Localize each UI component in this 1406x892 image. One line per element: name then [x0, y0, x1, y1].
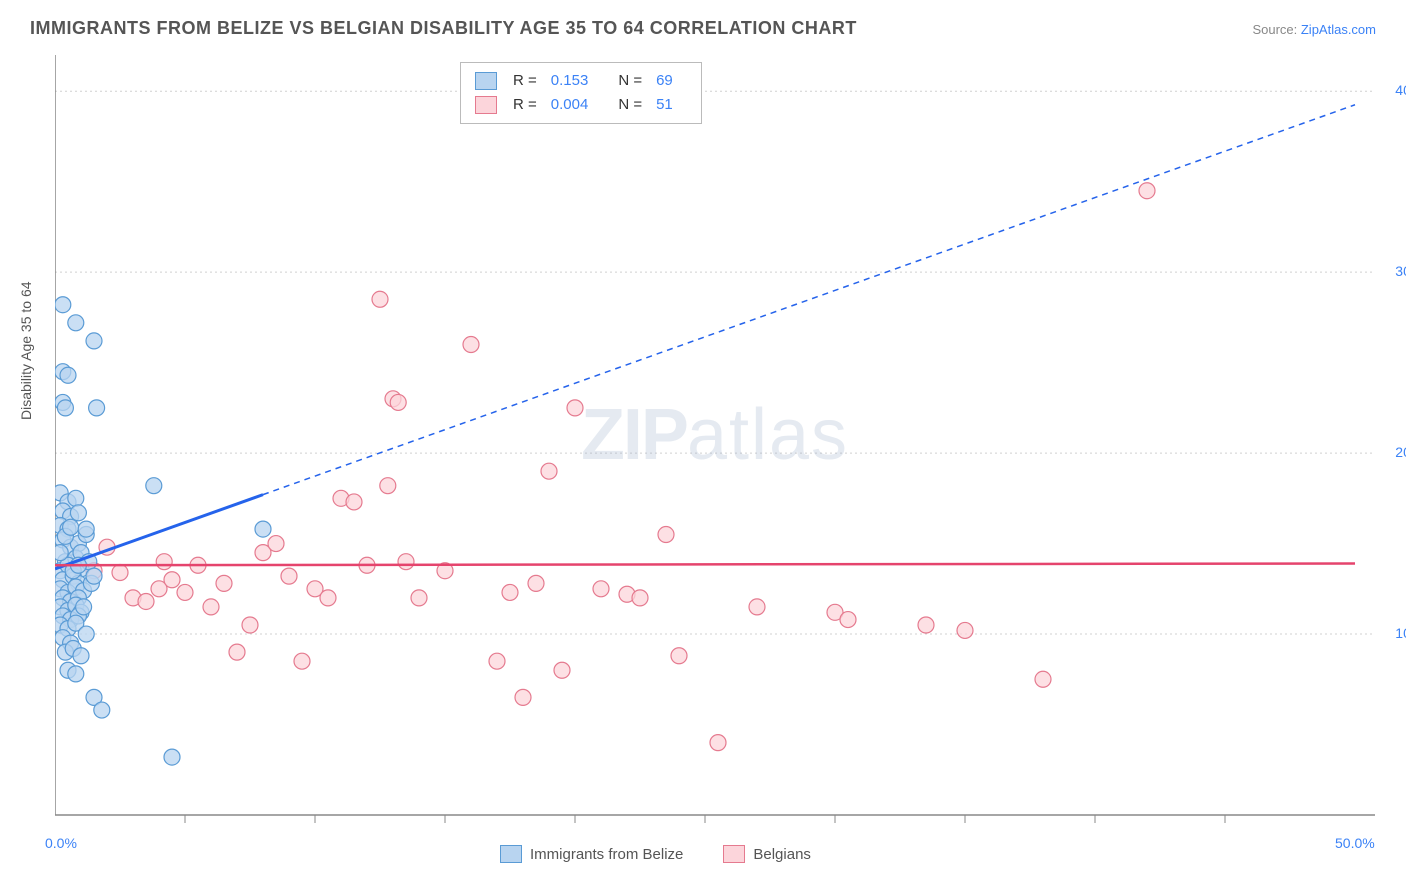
r-value-1: 0.153 — [551, 69, 589, 93]
bottom-legend: Immigrants from Belize Belgians — [500, 845, 811, 863]
r-label: R = — [513, 69, 537, 93]
source-attribution: Source: ZipAtlas.com — [1252, 22, 1376, 37]
r-label: R = — [513, 93, 537, 117]
swatch-series-2 — [475, 96, 497, 114]
y-tick-3: 40.0% — [1375, 82, 1406, 98]
y-tick-1: 20.0% — [1375, 444, 1406, 460]
chart-title: IMMIGRANTS FROM BELIZE VS BELGIAN DISABI… — [30, 18, 857, 39]
stats-legend: R = 0.153 N = 69 R = 0.004 N = 51 — [460, 62, 702, 124]
x-tick-min: 0.0% — [45, 835, 77, 851]
x-tick-max: 50.0% — [1335, 835, 1375, 851]
n-value-1: 69 — [656, 69, 673, 93]
n-value-2: 51 — [656, 93, 673, 117]
legend-swatch-1 — [500, 845, 522, 863]
source-link[interactable]: ZipAtlas.com — [1301, 22, 1376, 37]
legend-swatch-2 — [723, 845, 745, 863]
chart-area: ZIPatlas — [55, 55, 1375, 815]
n-label: N = — [618, 69, 642, 93]
y-tick-0: 10.0% — [1375, 625, 1406, 641]
scatter-plot-svg — [55, 55, 1375, 825]
legend-label-2: Belgians — [753, 846, 811, 863]
legend-item-2: Belgians — [723, 845, 811, 863]
swatch-series-1 — [475, 72, 497, 90]
y-tick-2: 30.0% — [1375, 263, 1406, 279]
n-label: N = — [618, 93, 642, 117]
legend-label-1: Immigrants from Belize — [530, 846, 683, 863]
legend-item-1: Immigrants from Belize — [500, 845, 683, 863]
stats-row-2: R = 0.004 N = 51 — [475, 93, 687, 117]
source-prefix: Source: — [1252, 22, 1300, 37]
r-value-2: 0.004 — [551, 93, 589, 117]
y-axis-label: Disability Age 35 to 64 — [18, 281, 34, 420]
stats-row-1: R = 0.153 N = 69 — [475, 69, 687, 93]
